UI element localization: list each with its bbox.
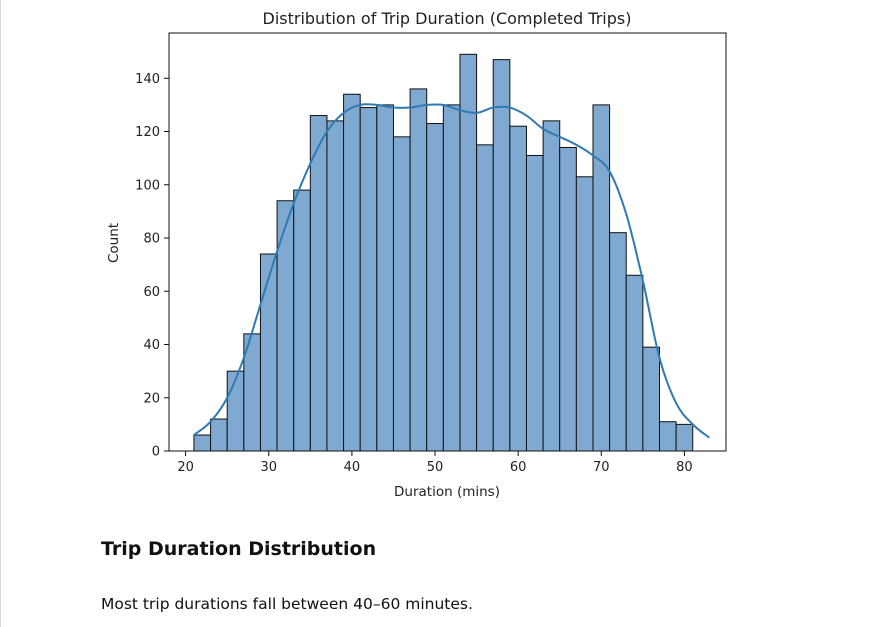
histogram-bar [658, 421, 677, 452]
x-tick-label: 70 [593, 460, 610, 475]
histogram-bar [542, 120, 561, 452]
bars [193, 53, 694, 452]
histogram-bar [675, 423, 694, 452]
histogram-bar [210, 418, 228, 452]
histogram-bar [309, 115, 328, 452]
y-axis-label: Count [106, 223, 122, 263]
histogram-bar [226, 370, 245, 452]
histogram-bar [376, 104, 394, 452]
histogram-chart: Distribution of Trip Duration (Completed… [106, 9, 727, 500]
histogram-bar [509, 125, 527, 452]
histogram-bar [409, 88, 428, 452]
histogram-bar [392, 136, 411, 452]
y-tick-label: 20 [143, 391, 160, 406]
y-tick-label: 0 [152, 445, 160, 460]
x-tick-label: 30 [260, 460, 277, 475]
histogram-bar [575, 176, 594, 452]
kde-curve [193, 103, 710, 439]
histogram-bar [476, 144, 494, 452]
x-tick-label: 20 [177, 460, 194, 475]
histogram-bar [426, 123, 444, 452]
x-tick-label: 60 [510, 460, 527, 475]
chart-title: Distribution of Trip Duration (Completed… [263, 9, 632, 28]
histogram-bar [525, 154, 544, 452]
histogram-bar [642, 346, 660, 452]
histogram-bar [559, 146, 577, 452]
y-tick-label: 60 [143, 285, 160, 300]
histogram-bar [609, 232, 627, 452]
section-description: Most trip durations fall between 40–60 m… [101, 595, 473, 613]
histogram-bar [492, 59, 511, 452]
y-tick-label: 140 [135, 72, 160, 87]
histogram-bar [193, 434, 212, 452]
y-tick-label: 100 [135, 178, 160, 193]
y-tick-label: 80 [143, 232, 160, 247]
x-tick-label: 40 [344, 460, 361, 475]
x-tick-label: 80 [676, 460, 693, 475]
y-tick-label: 40 [143, 338, 160, 353]
y-tick-label: 120 [135, 125, 160, 140]
histogram-bar [293, 189, 311, 452]
section-heading: Trip Duration Distribution [101, 538, 377, 560]
histogram-bar [343, 93, 361, 452]
histogram-bar [442, 104, 461, 452]
y-axis: 0 20 40 60 80 100 120 140 [135, 72, 169, 460]
histogram-bar [326, 120, 345, 452]
histogram-bar [259, 253, 278, 452]
histogram-bar [276, 200, 295, 452]
x-axis: 20 30 40 50 60 70 80 [177, 451, 693, 475]
left-border [0, 0, 1, 627]
x-tick-label: 50 [427, 460, 444, 475]
histogram-bar [625, 274, 644, 452]
plot-frame [168, 32, 727, 452]
histogram-bar [359, 107, 378, 452]
x-axis-label: Duration (mins) [394, 484, 500, 500]
